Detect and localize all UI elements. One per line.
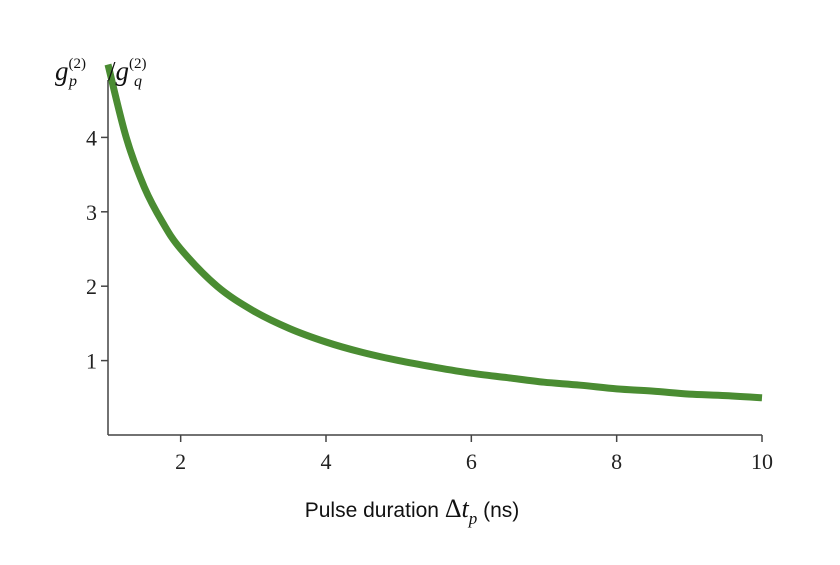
x-tick-label: 10 xyxy=(751,449,773,474)
y-ticks: 1 2 3 4 xyxy=(86,125,108,374)
x-ticks: 2 4 6 8 10 xyxy=(175,435,773,474)
y-label-sub-right: q xyxy=(134,73,142,90)
x-tick-label: 8 xyxy=(611,449,622,474)
y-tick-label: 1 xyxy=(86,349,97,374)
y-label-sup-right: (2) xyxy=(129,56,147,72)
y-axis-label: g(2) p/g(2) q xyxy=(55,56,147,90)
x-label-delta: Δ xyxy=(445,494,462,523)
series-line xyxy=(104,63,763,402)
y-tick-label: 4 xyxy=(86,125,97,150)
x-tick-label: 6 xyxy=(466,449,477,474)
y-tick-label: 2 xyxy=(86,274,97,299)
series-layer xyxy=(104,63,763,402)
x-axis-label: Pulse duration Δtp (ns) xyxy=(305,494,520,528)
y-label-sup-left: (2) xyxy=(69,56,87,72)
x-label-unit: (ns) xyxy=(477,499,519,522)
y-label-slash: / xyxy=(108,56,116,86)
y-label-g-left: g xyxy=(55,56,69,86)
y-label-sub-left: p xyxy=(68,73,77,90)
x-label-text: Pulse duration xyxy=(305,499,445,522)
x-tick-label: 2 xyxy=(175,449,186,474)
x-tick-label: 4 xyxy=(321,449,332,474)
x-label-sub: p xyxy=(468,509,478,528)
x-label-var: t xyxy=(462,494,470,523)
y-label-g-right: g xyxy=(116,56,130,86)
y-tick-label: 3 xyxy=(86,200,97,225)
